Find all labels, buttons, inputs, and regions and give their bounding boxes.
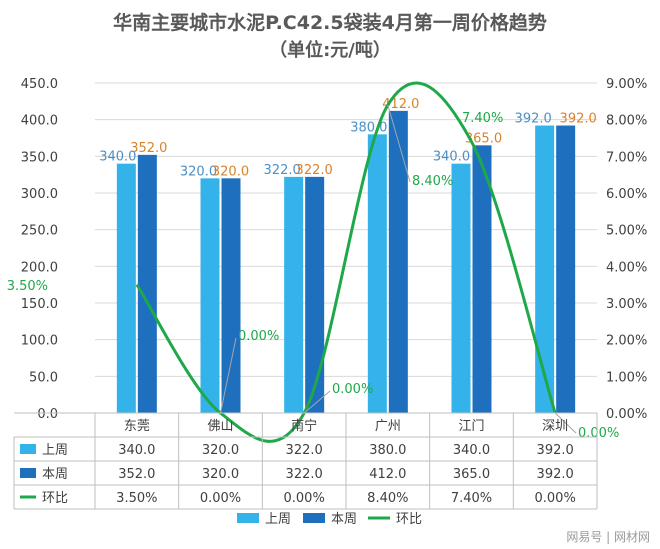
data-label-this-week: 392.0 (560, 112, 597, 127)
x-tick-label: 江门 (458, 419, 484, 434)
bar-last-week (284, 176, 304, 413)
data-label-mom: 3.50% (7, 279, 48, 294)
x-tick-label: 广州 (375, 419, 401, 434)
table-row-label: 上周 (42, 443, 68, 458)
y-right-tick-label: 6.00% (606, 187, 647, 202)
table-cell: 0.00% (535, 491, 576, 506)
leader-line (554, 412, 577, 434)
y-left-tick-label: 100.0 (21, 334, 58, 349)
y-right-tick-label: 3.00% (606, 297, 647, 312)
y-left-tick-label: 0.0 (37, 407, 58, 422)
table-cell: 322.0 (286, 467, 323, 482)
legend-label-last-week: 上周 (265, 512, 291, 527)
y-right-tick-label: 7.00% (606, 150, 647, 165)
chart-title: 华南主要城市水泥P.C42.5袋装4月第一周价格趋势 (113, 12, 547, 34)
x-tick-label: 佛山 (207, 419, 233, 434)
bar-this-week (388, 110, 408, 413)
y-right-tick-label: 8.00% (606, 114, 647, 129)
table-cell: 320.0 (202, 467, 239, 482)
data-label-this-week: 352.0 (130, 141, 167, 156)
bar-this-week (556, 125, 576, 414)
y-right-tick-label: 4.00% (606, 260, 647, 275)
data-label-last-week: 380.0 (350, 120, 387, 135)
x-tick-label: 深圳 (542, 419, 568, 434)
table-cell: 7.40% (451, 491, 492, 506)
table-legend-key (20, 444, 36, 454)
table-cell: 3.50% (116, 491, 157, 506)
x-tick-label: 东莞 (124, 419, 150, 434)
table-cell: 392.0 (537, 443, 574, 458)
data-label-last-week: 392.0 (515, 112, 552, 127)
data-label-this-week: 365.0 (465, 131, 502, 146)
table-legend-key (20, 468, 36, 478)
table-cell: 0.00% (200, 491, 241, 506)
legend-key-this-week (303, 513, 325, 523)
data-label-mom: 0.00% (332, 382, 373, 397)
watermark-text: 网易号 | 网材网 (566, 530, 650, 544)
bar-this-week (305, 176, 325, 413)
bar-last-week (367, 134, 387, 414)
y-right-tick-label: 9.00% (606, 77, 647, 92)
y-right-tick-label: 2.00% (606, 334, 647, 349)
y-left-tick-label: 200.0 (21, 260, 58, 275)
y-left-tick-label: 400.0 (21, 114, 58, 129)
y-left-tick-label: 450.0 (21, 77, 58, 92)
data-label-this-week: 320.0 (212, 164, 249, 179)
x-tick-label: 南宁 (291, 418, 317, 434)
bar-last-week (200, 178, 220, 413)
bar-last-week (451, 163, 471, 413)
table-cell: 412.0 (369, 467, 406, 482)
y-right-tick-label: 0.00% (606, 407, 647, 422)
leader-line (303, 390, 331, 414)
table-cell: 352.0 (118, 467, 155, 482)
legend-key-last-week (237, 513, 259, 523)
bar-last-week (116, 163, 136, 413)
y-right-tick-label: 5.00% (606, 224, 647, 239)
y-left-tick-label: 50.0 (29, 370, 58, 385)
y-left-tick-label: 300.0 (21, 187, 58, 202)
table-cell: 340.0 (118, 443, 155, 458)
data-label-mom: 0.00% (238, 329, 279, 344)
bar-this-week (472, 145, 492, 414)
data-label-mom: 7.40% (462, 111, 503, 126)
table-cell: 0.00% (284, 491, 325, 506)
data-label-last-week: 320.0 (180, 164, 217, 179)
data-label-mom: 8.40% (412, 174, 453, 189)
table-cell: 365.0 (453, 467, 490, 482)
table-row-label: 环比 (42, 491, 68, 506)
data-label-this-week: 322.0 (296, 163, 333, 178)
table-cell: 322.0 (286, 443, 323, 458)
data-label-last-week: 322.0 (264, 163, 301, 178)
table-cell: 320.0 (202, 443, 239, 458)
table-cell: 340.0 (453, 443, 490, 458)
table-cell: 392.0 (537, 467, 574, 482)
table-row-label: 本周 (42, 467, 68, 482)
bar-this-week (221, 178, 241, 413)
bar-last-week (535, 125, 555, 414)
chart-subtitle: （单位:元/吨） (269, 40, 391, 61)
legend-label-this-week: 本周 (331, 512, 357, 527)
data-label-last-week: 340.0 (99, 150, 136, 165)
data-label-mom: 0.00% (578, 426, 619, 441)
data-label-last-week: 340.0 (433, 150, 470, 165)
y-left-tick-label: 150.0 (21, 297, 58, 312)
table-cell: 8.40% (367, 491, 408, 506)
legend-label-mom: 环比 (396, 512, 422, 527)
y-left-tick-label: 350.0 (21, 150, 58, 165)
table-cell: 380.0 (369, 443, 406, 458)
y-right-tick-label: 1.00% (606, 370, 647, 385)
bar-this-week (137, 154, 157, 413)
leader-line (220, 337, 237, 414)
leader-line (387, 104, 411, 183)
y-left-tick-label: 250.0 (21, 224, 58, 239)
